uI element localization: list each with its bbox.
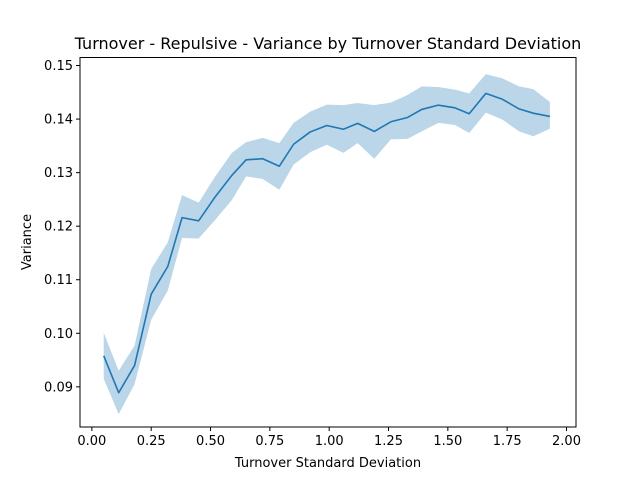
y-axis-label: Variance	[20, 214, 35, 270]
y-tick-label: 0.09	[44, 380, 73, 395]
y-tick-label: 0.10	[44, 327, 73, 342]
x-tick-label: 2.00	[552, 434, 581, 449]
x-tick-label: 0.00	[77, 434, 106, 449]
x-tick-label: 0.25	[137, 434, 166, 449]
series-line	[102, 92, 551, 394]
confidence-band	[103, 74, 550, 415]
y-tick-label: 0.12	[44, 220, 73, 235]
x-axis: 0.00 0.25 0.50 0.75 1.00 1.25 1.50 1.75 2.00	[77, 427, 581, 449]
y-tick-label: 0.11	[44, 273, 73, 288]
x-axis-label: Turnover Standard Deviation	[234, 456, 421, 471]
x-tick-label: 1.50	[433, 434, 462, 449]
y-tick-label: 0.15	[44, 59, 73, 74]
chart-title: Turnover - Repulsive - Variance by Turno…	[74, 34, 582, 53]
x-tick-label: 0.75	[255, 434, 284, 449]
x-tick-label: 1.75	[493, 434, 522, 449]
axes-frame	[79, 57, 577, 428]
y-tick-label: 0.14	[44, 113, 73, 128]
plot-area	[102, 74, 551, 415]
x-tick-label: 1.25	[374, 434, 403, 449]
y-tick-label: 0.13	[44, 166, 73, 181]
y-axis: 0.09 0.10 0.11 0.12 0.13 0.14 0.15	[44, 59, 80, 395]
x-tick-label: 1.00	[315, 434, 344, 449]
x-tick-label: 0.50	[196, 434, 225, 449]
